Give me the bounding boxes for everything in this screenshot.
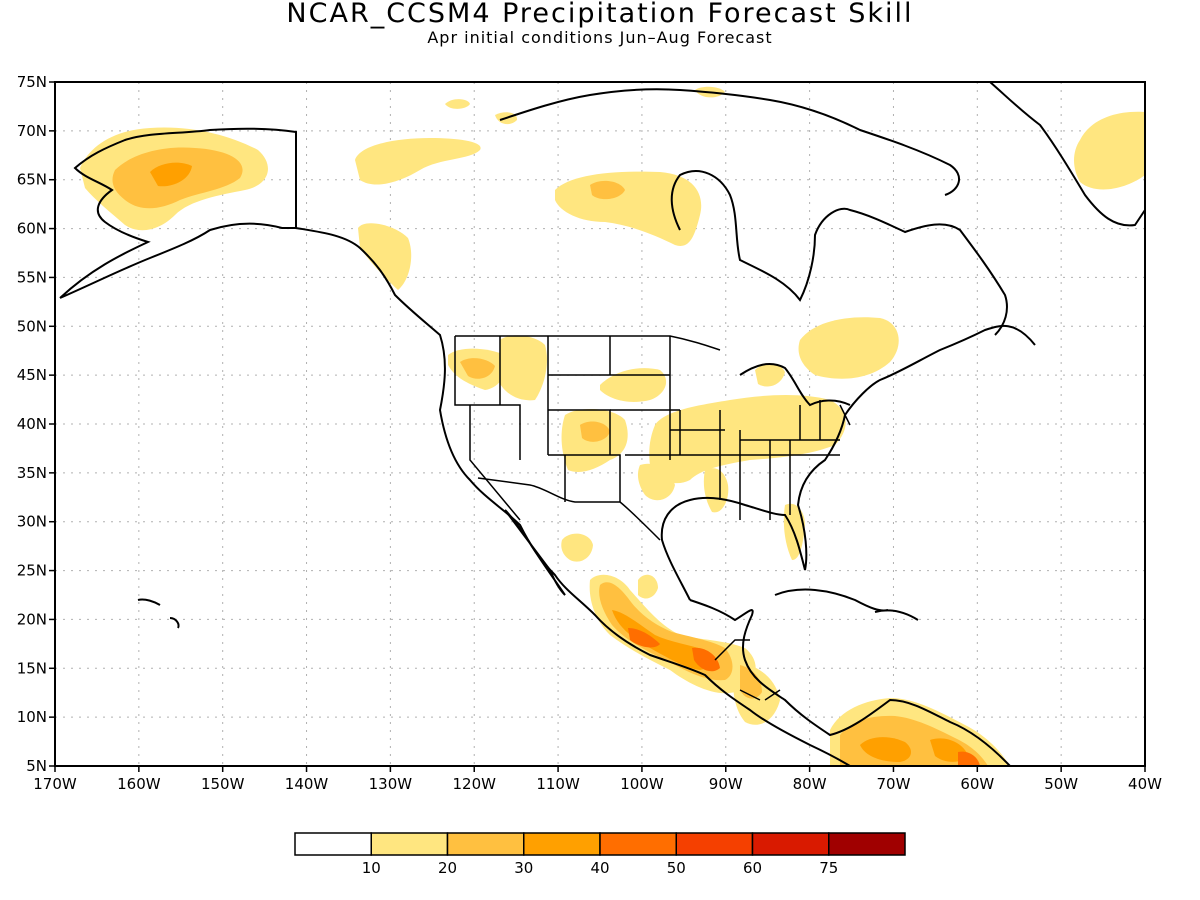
skill-region-idaho: [498, 335, 547, 401]
skill-region-bc-coast: [358, 223, 412, 290]
skill-region-gulf-mexico: [638, 574, 658, 599]
border-us-canada: [455, 335, 721, 351]
skill-region-mississippi: [703, 468, 729, 513]
longitude-tick-labels: 170W 160W 150W 140W 130W 120W 110W 100W 90W 80W 70…: [33, 775, 1162, 793]
colorbar-label: 50: [667, 859, 686, 877]
coastline-great-lakes: [739, 363, 851, 407]
colorbar-swatch: [446, 832, 525, 856]
coastlines: [59, 82, 1145, 766]
lon-tick-label: 130W: [369, 775, 413, 793]
skill-region-yukon: [355, 138, 481, 185]
skill-shading: [80, 86, 1145, 766]
skill-region-mexico-peak: [612, 610, 712, 670]
lat-tick-label: 15N: [17, 659, 47, 677]
skill-region-dakotas: [600, 368, 667, 402]
colorbar-swatch: [751, 832, 830, 856]
colorbar-label: 30: [514, 859, 533, 877]
lat-tick-label: 55N: [17, 268, 47, 286]
coastline-hawaii: [137, 598, 180, 629]
skill-region-alaska-peak: [150, 162, 192, 187]
colorbar-label: 60: [743, 859, 762, 877]
colorbar-swatch: [370, 832, 449, 856]
skill-region-baja: [561, 533, 593, 562]
coastline-hudson-bay: [670, 170, 1008, 336]
colorbar-label: 10: [362, 859, 381, 877]
lon-tick-label: 170W: [33, 775, 77, 793]
colorbar-swatch: [523, 832, 601, 856]
skill-region-colorado-core: [580, 421, 610, 442]
lat-tick-label: 10N: [17, 708, 47, 726]
lat-tick-label: 20N: [17, 610, 47, 628]
lon-tick-label: 40W: [1128, 775, 1162, 793]
colorbar-swatch: [599, 832, 677, 856]
lat-tick-label: 65N: [17, 171, 47, 189]
coastline-hispaniola: [874, 609, 919, 621]
lon-tick-label: 120W: [452, 775, 496, 793]
lat-tick-label: 5N: [26, 757, 47, 775]
colorbar-label: 20: [438, 859, 457, 877]
lon-tick-label: 150W: [201, 775, 245, 793]
coastline-greenland: [989, 82, 1145, 227]
skill-region-hudson: [555, 171, 702, 246]
colorbar-label: 75: [819, 859, 838, 877]
skill-region-great-lakes: [755, 363, 785, 387]
coastline-arctic-islands: [499, 88, 960, 196]
colorbar-swatch: [675, 832, 754, 856]
lon-tick-label: 110W: [536, 775, 580, 793]
lat-tick-label: 50N: [17, 317, 47, 335]
axis-tick-marks: [49, 81, 1146, 772]
lon-tick-label: 50W: [1044, 775, 1078, 793]
lon-tick-label: 100W: [620, 775, 664, 793]
border-us-mexico: [477, 477, 661, 541]
lon-tick-label: 70W: [877, 775, 911, 793]
lat-tick-label: 45N: [17, 366, 47, 384]
map-title: NCAR_CCSM4 Precipitation Forecast Skill: [286, 0, 914, 29]
lat-tick-label: 35N: [17, 464, 47, 482]
coastline-cuba: [774, 588, 889, 612]
skill-region-hudson-core: [590, 180, 625, 200]
skill-region-arctic-1: [445, 99, 470, 109]
skill-region-guatemala-peak: [692, 647, 720, 672]
lon-tick-label: 140W: [285, 775, 329, 793]
lat-tick-label: 25N: [17, 562, 47, 580]
state-lines-east: [720, 400, 851, 456]
latitude-tick-labels: 75N 70N 65N 60N 55N 50N 45N 40N 35N 30N 25N 20N 15N 1…: [17, 73, 47, 775]
colorbar: 10 20 30 40 50 60 75: [294, 832, 906, 877]
colorbar-label: 40: [590, 859, 609, 877]
lat-tick-label: 70N: [17, 122, 47, 140]
coastline-gulf: [660, 324, 1036, 601]
skill-region-mexico-south-peak: [628, 628, 660, 648]
skill-region-venezuela-peak: [958, 751, 980, 766]
lon-tick-label: 90W: [709, 775, 743, 793]
skill-region-guatemala-core: [740, 665, 762, 699]
lat-tick-label: 30N: [17, 513, 47, 531]
lon-tick-label: 80W: [793, 775, 827, 793]
skill-region-greenland: [1074, 111, 1145, 190]
coastline-yucatan: [689, 599, 1011, 766]
border-central-america: [714, 639, 781, 701]
lat-tick-label: 75N: [17, 73, 47, 91]
skill-region-ohio-valley: [649, 395, 846, 484]
coastline-alaska: [59, 127, 297, 299]
lat-tick-label: 60N: [17, 220, 47, 238]
lat-tick-label: 40N: [17, 415, 47, 433]
skill-region-sa-peak: [860, 737, 912, 762]
lon-tick-label: 160W: [117, 775, 161, 793]
skill-region-southern-plains: [637, 463, 675, 501]
state-borders: [454, 335, 851, 701]
skill-region-quebec: [798, 317, 899, 379]
colorbar-swatch: [294, 832, 372, 856]
skill-region-pacific-nw-core: [460, 358, 495, 379]
colorbar-swatch: [828, 832, 906, 856]
map-subtitle: Apr initial conditions Jun–Aug Forecast: [427, 28, 773, 47]
lon-tick-label: 60W: [960, 775, 994, 793]
coastline-baja: [504, 509, 566, 596]
